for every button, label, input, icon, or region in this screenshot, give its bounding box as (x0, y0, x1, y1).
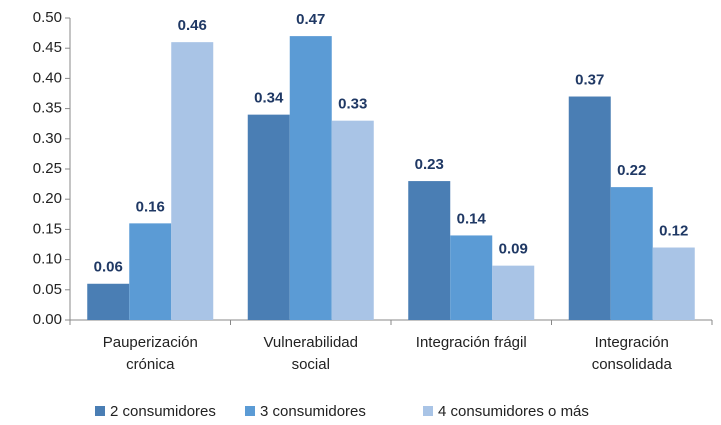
x-tick-label-box: Integración frágil (415, 334, 527, 351)
x-tick-label-box: Integración consolidada (591, 334, 672, 373)
value-label: 0.33 (338, 96, 367, 113)
value-label: 0.23 (415, 156, 444, 173)
value-label: 0.22 (617, 162, 646, 179)
y-tick-label: 0.30 (33, 130, 62, 147)
x-tick-label: Integración consolidada (591, 334, 672, 373)
value-label: 0.37 (575, 71, 604, 88)
bar (129, 223, 172, 320)
bar (289, 36, 332, 321)
x-tick-label-box: Vulnerabilidad social (263, 334, 358, 373)
legend-swatch (95, 406, 105, 416)
value-label: 0.47 (296, 11, 325, 28)
bar (652, 247, 695, 320)
value-label: 0.46 (178, 17, 207, 34)
y-tick-label: 0.50 (33, 9, 62, 26)
bar (331, 120, 374, 321)
legend-swatch (423, 406, 433, 416)
bar (492, 265, 535, 320)
value-label: 0.16 (136, 198, 165, 215)
y-tick-label: 0.25 (33, 160, 62, 177)
bar (610, 187, 653, 320)
y-tick-label: 0.10 (33, 251, 62, 268)
legend-label: 3 consumidores (260, 403, 366, 420)
x-tick-label-box: Pauperización crónica (102, 334, 198, 373)
legend-label: 2 consumidores (110, 403, 216, 420)
y-tick-label: 0.35 (33, 100, 62, 117)
y-tick-label: 0.45 (33, 39, 62, 56)
bar (450, 235, 493, 320)
legend-swatch (245, 406, 255, 416)
y-tick-label: 0.15 (33, 220, 62, 237)
value-label: 0.34 (254, 90, 284, 107)
y-tick-label: 0.20 (33, 190, 62, 207)
bar (408, 181, 451, 320)
bar (171, 42, 214, 320)
legend-label: 4 consumidores o más (438, 403, 589, 420)
value-label: 0.14 (457, 210, 487, 227)
value-label: 0.09 (499, 241, 528, 258)
x-tick-label: Pauperización crónica (102, 334, 198, 373)
x-tick-label: Vulnerabilidad social (263, 334, 358, 373)
x-tick-label: Integración frágil (415, 334, 527, 351)
bar (568, 96, 611, 321)
value-label: 0.06 (94, 259, 123, 276)
y-tick-label: 0.40 (33, 69, 62, 86)
bar (247, 114, 290, 320)
value-label: 0.12 (659, 222, 688, 239)
bar (87, 283, 130, 320)
y-tick-label: 0.05 (33, 281, 62, 298)
y-tick-label: 0.00 (33, 311, 62, 328)
